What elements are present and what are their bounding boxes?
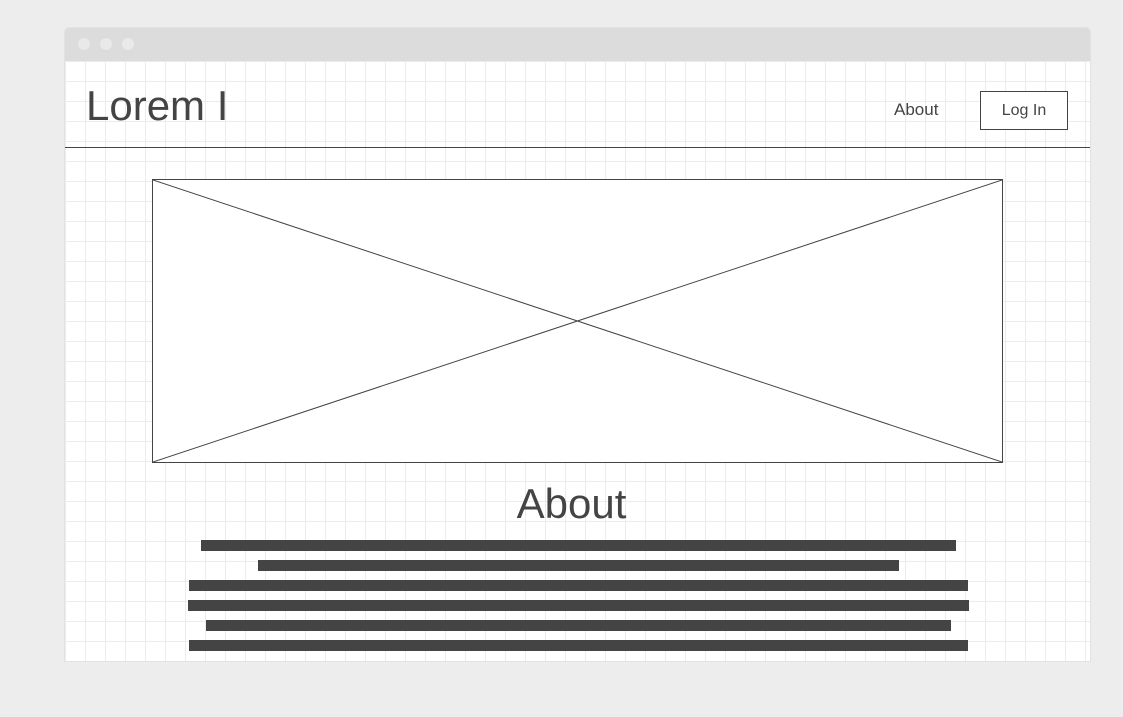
text-line-placeholder	[258, 560, 899, 571]
about-heading: About	[516, 480, 627, 527]
window-dot-icon[interactable]	[122, 38, 134, 50]
site-logo[interactable]: Lorem I	[86, 82, 229, 129]
text-line-placeholder	[201, 540, 956, 551]
window-dot-icon[interactable]	[78, 38, 90, 50]
image-placeholder-icon	[153, 180, 1002, 462]
placeholder-diagonal-line	[153, 180, 1002, 462]
header-divider	[65, 147, 1090, 148]
page-content: Lorem I About Log In About	[65, 61, 1090, 661]
text-line-placeholder	[188, 600, 969, 611]
text-line-placeholder	[189, 580, 968, 591]
login-button[interactable]: Log In	[980, 91, 1068, 130]
window-titlebar	[65, 28, 1090, 61]
window-dot-icon[interactable]	[100, 38, 112, 50]
text-line-placeholder	[189, 640, 968, 651]
text-line-placeholder	[206, 620, 951, 631]
browser-window: Lorem I About Log In About	[65, 28, 1090, 661]
nav-link-about[interactable]: About	[894, 100, 939, 119]
hero-image-placeholder	[152, 179, 1003, 463]
